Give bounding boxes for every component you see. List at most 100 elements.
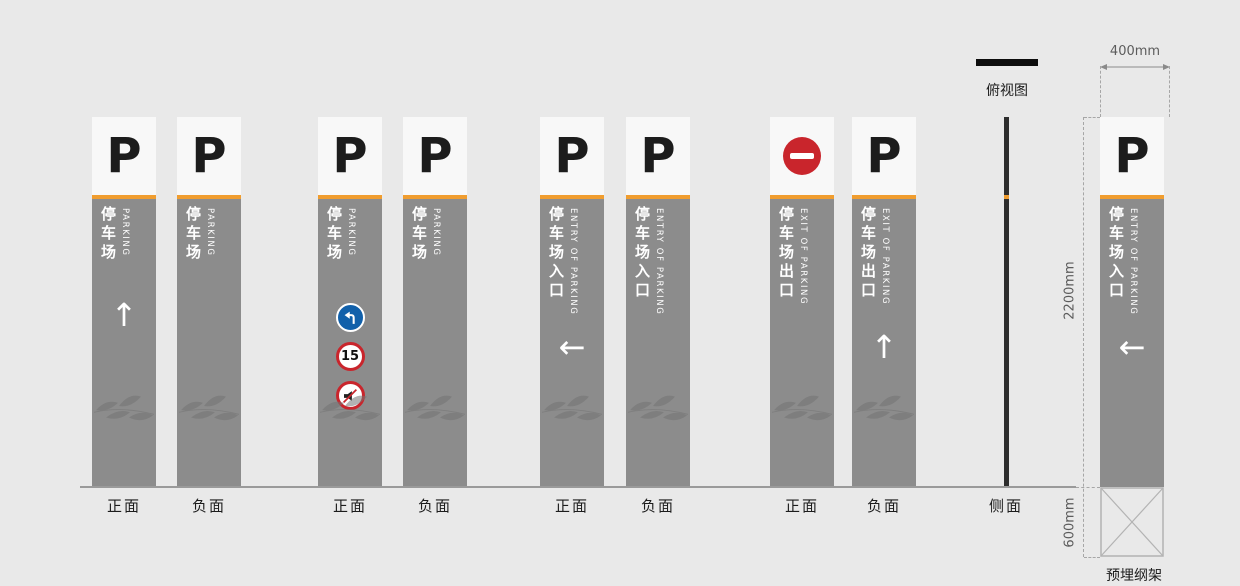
- leaf-decoration: [177, 383, 241, 429]
- english-label: PARKING: [120, 208, 131, 257]
- dimension-guide: [1169, 66, 1170, 117]
- left-arrow-icon: ←: [558, 328, 586, 366]
- face-label-front-4: 正面: [784, 497, 819, 515]
- parking-letter: P: [554, 128, 590, 184]
- dim-depth-label: 600mm: [1062, 497, 1078, 548]
- leaf-decoration: [403, 383, 467, 429]
- chinese-label: 停车场出口: [777, 206, 795, 301]
- parking-letter: P: [106, 128, 142, 184]
- face-label-front-1: 正面: [106, 497, 141, 515]
- parking-letter: P: [332, 128, 368, 184]
- pylon-body: 停车场入口 ENTRY OF PARKING ←: [1100, 199, 1164, 487]
- pylon-text: 停车场 PARKING: [410, 206, 442, 263]
- pylon-parking-signs-back: P 停车场 PARKING: [403, 117, 467, 487]
- pylon-body: 停车场 PARKING: [177, 199, 241, 487]
- pylon-body: 停车场 PARKING: [403, 199, 467, 487]
- chinese-label: 停车场入口: [1107, 206, 1125, 301]
- pylon-body: 停车场出口 EXIT OF PARKING: [770, 199, 834, 487]
- english-label: PARKING: [346, 208, 357, 257]
- pylon-exit-front: 停车场出口 EXIT OF PARKING: [770, 117, 834, 487]
- pylon-cap: P: [626, 117, 690, 195]
- pylon-text: 停车场入口 ENTRY OF PARKING: [1107, 206, 1138, 315]
- parking-letter: P: [866, 128, 902, 184]
- top-view-label: 俯视图: [986, 83, 1028, 99]
- english-label: EXIT OF PARKING: [798, 208, 809, 306]
- dim-width-arrow-line: [1100, 64, 1170, 70]
- accent-stripe: [540, 195, 604, 199]
- chinese-label: 停车场: [325, 206, 343, 263]
- leaf-decoration: [626, 383, 690, 429]
- chinese-label: 停车场: [99, 206, 117, 263]
- chinese-label: 停车场: [410, 206, 428, 263]
- steel-frame-icon: [1100, 487, 1164, 557]
- accent-stripe: [403, 195, 467, 199]
- leaf-decoration: [540, 383, 604, 429]
- traffic-signs: 15: [318, 303, 382, 420]
- pylon-entry-back: P 停车场入口 ENTRY OF PARKING: [626, 117, 690, 487]
- up-arrow-icon: ↑: [110, 296, 138, 334]
- chinese-label: 停车场: [184, 206, 202, 263]
- side-view-pylon: [1004, 117, 1009, 487]
- left-arrow-icon: ←: [1118, 328, 1146, 366]
- chinese-label: 停车场出口: [859, 206, 877, 301]
- top-view-bar: [976, 59, 1038, 66]
- pylon-cap: P: [540, 117, 604, 195]
- accent-stripe: [92, 195, 156, 199]
- face-label-back-1: 负面: [191, 497, 226, 515]
- pylon-text: 停车场入口 ENTRY OF PARKING: [547, 206, 579, 316]
- parking-letter: P: [417, 128, 453, 184]
- english-label: PARKING: [431, 208, 442, 257]
- accent-stripe: [852, 195, 916, 199]
- dimension-guide: [1100, 66, 1101, 117]
- dimension-guide: [1084, 117, 1100, 118]
- foundation-label: 预埋纲架: [1106, 568, 1162, 584]
- leaf-decoration: [852, 383, 916, 429]
- parking-letter: P: [640, 128, 676, 184]
- dimension-guide: [1083, 117, 1084, 557]
- pylon-cap: P: [403, 117, 467, 195]
- pylon-cap: P: [92, 117, 156, 195]
- english-label: PARKING: [205, 208, 216, 257]
- accent-stripe: [770, 195, 834, 199]
- pylon-body: 停车场出口 EXIT OF PARKING ↑: [852, 199, 916, 487]
- english-label: ENTRY OF PARKING: [568, 208, 579, 316]
- parking-letter: P: [191, 128, 227, 184]
- pylon-cap: P: [1100, 117, 1164, 195]
- face-label-back-3: 负面: [640, 497, 675, 515]
- chinese-label: 停车场入口: [547, 206, 565, 301]
- english-label: ENTRY OF PARKING: [654, 208, 665, 316]
- pylon-text: 停车场 PARKING: [184, 206, 216, 263]
- pylon-body: 停车场 PARKING 15: [318, 199, 382, 487]
- accent-stripe: [177, 195, 241, 199]
- face-label-back-2: 负面: [417, 497, 452, 515]
- pylon-entry-front: P 停车场入口 ENTRY OF PARKING ←: [540, 117, 604, 487]
- leaf-decoration: [318, 383, 382, 429]
- pylon-parking-signs-front: P 停车场 PARKING 15: [318, 117, 382, 487]
- pylon-parking-back: P 停车场 PARKING: [177, 117, 241, 487]
- speed-limit-sign: 15: [335, 342, 365, 371]
- pylon-cap: P: [852, 117, 916, 195]
- accent-stripe: [1100, 195, 1164, 199]
- accent-stripe: [626, 195, 690, 199]
- dimension-guide: [1076, 487, 1100, 488]
- pylon-text: 停车场出口 EXIT OF PARKING: [777, 206, 809, 306]
- face-label-side: 侧面: [988, 497, 1023, 515]
- face-label-front-3: 正面: [554, 497, 589, 515]
- pylon-body: 停车场 PARKING ↑: [92, 199, 156, 487]
- pylon-text: 停车场出口 EXIT OF PARKING: [859, 206, 891, 306]
- pylon-cap: P: [318, 117, 382, 195]
- parking-letter: P: [1114, 128, 1150, 184]
- pylon-body: 停车场入口 ENTRY OF PARKING: [626, 199, 690, 487]
- pylon-exit-back: P 停车场出口 EXIT OF PARKING ↑: [852, 117, 916, 487]
- dimension-guide: [1084, 557, 1100, 558]
- ground-line: [80, 486, 1076, 488]
- leaf-decoration: [92, 383, 156, 429]
- pylon-cap: [770, 117, 834, 195]
- chinese-label: 停车场入口: [633, 206, 651, 301]
- turn-left-sign-icon: [335, 303, 365, 332]
- pylon-text: 停车场入口 ENTRY OF PARKING: [633, 206, 665, 316]
- pylon-body: 停车场入口 ENTRY OF PARKING ←: [540, 199, 604, 487]
- english-label: EXIT OF PARKING: [880, 208, 891, 306]
- speed-limit-value: 15: [340, 349, 360, 364]
